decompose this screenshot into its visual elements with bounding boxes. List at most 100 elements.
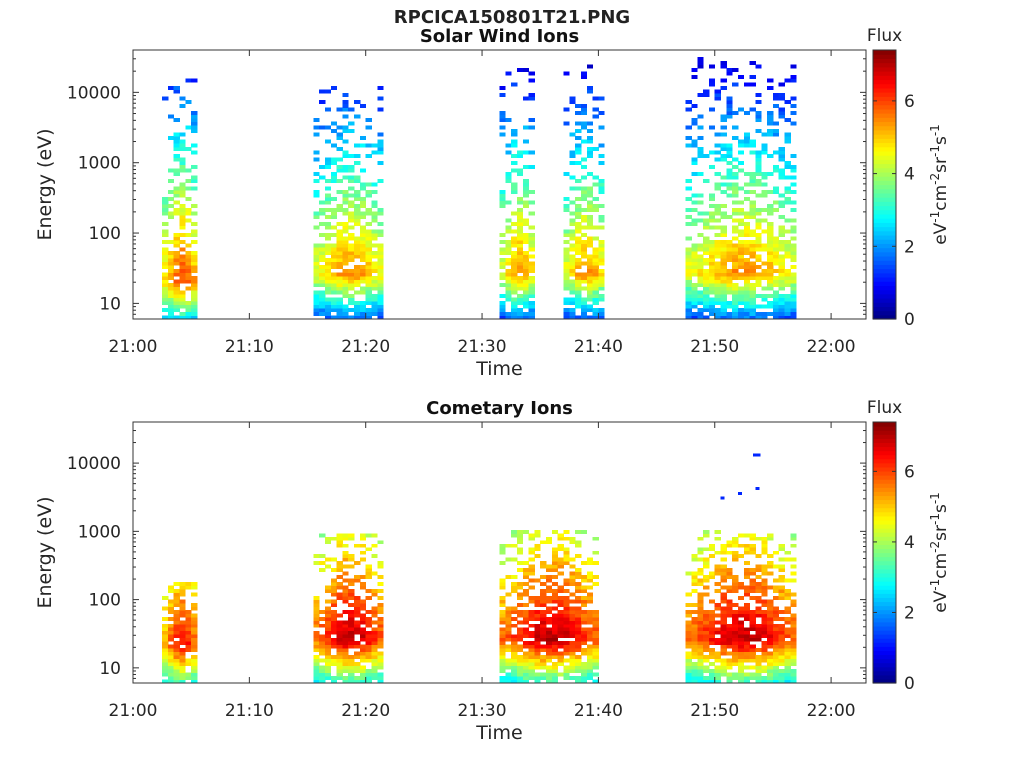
heatmap-cell-b0: [173, 630, 180, 635]
heatmap-cell-b1: [342, 283, 349, 288]
heatmap-cell-b3: [563, 308, 570, 313]
heatmap-cell-b1: [354, 243, 361, 248]
heatmap-cell-b1: [342, 93, 349, 97]
heatmap-cell-b1: [354, 599, 361, 604]
heatmap-cell-b3: [726, 630, 733, 635]
heatmap-cell-b3: [575, 136, 582, 141]
heatmap-cell-b2: [575, 658, 582, 663]
heatmap-cell-b4: [685, 276, 692, 280]
heatmap-cell-b2: [557, 672, 564, 677]
heatmap-cell-b2: [517, 301, 524, 306]
heatmap-cell-b1: [354, 655, 361, 660]
heatmap-cell-b3: [691, 676, 698, 680]
heatmap-cell-b3: [563, 229, 570, 234]
heatmap-cell-b1: [354, 290, 361, 295]
heatmap-cell-b3: [575, 293, 582, 298]
heatmap-cell-b1: [336, 236, 343, 241]
heatmap-cell-b2: [522, 669, 529, 673]
heatmap-cell-b4: [761, 293, 768, 298]
heatmap-cell-b3: [580, 207, 588, 212]
heatmap-cell-b4: [790, 243, 797, 248]
heatmap-cell-b0: [162, 665, 169, 670]
heatmap-cell-b3: [726, 641, 733, 646]
heatmap-cell-b2: [575, 648, 582, 653]
heatmap-cell-b0: [173, 279, 180, 284]
heatmap-cell-b4: [749, 229, 756, 234]
heatmap-cell-b2: [540, 658, 547, 663]
heatmap-cell-b1: [325, 676, 332, 680]
heatmap-cell-b2: [575, 529, 582, 534]
heatmap-cell-b3: [691, 665, 698, 670]
heatmap-cell-b3: [784, 596, 791, 600]
heatmap-cell-b3: [691, 616, 698, 621]
heatmap-cell-b0: [191, 679, 198, 684]
heatmap-cell-b1: [354, 189, 361, 194]
heatmap-cell-b3: [732, 616, 739, 621]
heatmap-cell-b3: [749, 616, 756, 621]
heatmap-cell-b3: [598, 254, 605, 259]
heatmap-cell-b2: [580, 669, 588, 673]
heatmap-cell-b4: [726, 67, 733, 72]
heatmap-cell-b1: [365, 616, 372, 621]
heatmap-cell-b4: [691, 301, 698, 306]
heatmap-cell-b3: [580, 308, 588, 313]
heatmap-cell-b1: [371, 261, 378, 266]
heatmap-cell-b2: [522, 290, 529, 295]
heatmap-cell-b4: [761, 189, 768, 194]
colorbar-step: [873, 491, 896, 497]
heatmap-cell-b4: [778, 276, 785, 280]
heatmap-cell-b3: [755, 627, 762, 632]
colorbar-step: [873, 226, 896, 232]
heatmap-cell-b2: [540, 589, 547, 593]
isolated-point-1: [738, 492, 743, 496]
heatmap-cell-b4: [784, 200, 791, 205]
heatmap-cell-b1: [342, 139, 349, 144]
heatmap-cell-b3: [580, 107, 588, 112]
heatmap-cell-b1: [359, 276, 367, 280]
heatmap-cell-b4: [708, 247, 716, 252]
heatmap-cell-b1: [342, 669, 349, 673]
heatmap-cell-b2: [534, 679, 541, 684]
heatmap-cell-b1: [325, 655, 332, 660]
heatmap-cell-b4: [749, 200, 756, 205]
heatmap-cell-b4: [761, 175, 768, 180]
heatmap-cell-b4: [761, 150, 768, 155]
heatmap-cell-b2: [511, 623, 518, 628]
heatmap-cell-b4: [778, 286, 785, 291]
heatmap-cell-b0: [173, 644, 180, 649]
heatmap-cell-b3: [575, 179, 582, 184]
heatmap-cell-b4: [703, 154, 710, 158]
heatmap-cell-b2: [517, 547, 524, 552]
heatmap-cell-b2: [522, 603, 529, 607]
heatmap-cell-b1: [325, 540, 332, 545]
heatmap-cell-b4: [784, 250, 791, 255]
heatmap-cell-b2: [505, 616, 512, 621]
heatmap-cell-b4: [790, 200, 797, 205]
heatmap-cell-b1: [371, 554, 378, 559]
heatmap-cell-b2: [511, 585, 518, 590]
heatmap-cell-b2: [499, 609, 506, 614]
heatmap-cell-b3: [586, 207, 593, 212]
heatmap-cell-b4: [720, 268, 727, 273]
heatmap-cell-b3: [580, 186, 588, 191]
heatmap-cell-b0: [179, 623, 186, 628]
heatmap-cell-b4: [697, 200, 704, 205]
heatmap-cell-b1: [330, 589, 337, 593]
heatmap-cell-b4: [697, 279, 704, 284]
colorbar-step: [873, 438, 896, 443]
heatmap-cell-b4: [767, 211, 774, 216]
heatmap-cell-b1: [377, 644, 384, 649]
heatmap-cell-b2: [592, 616, 599, 621]
heatmap-cell-b3: [749, 609, 756, 614]
heatmap-cell-b4: [772, 243, 780, 248]
heatmap-cell-b3: [580, 297, 588, 302]
heatmap-cell-b1: [377, 609, 384, 614]
heatmap-cell-b4: [714, 171, 721, 176]
heatmap-cell-b2: [499, 93, 506, 97]
colorbar-step: [873, 638, 896, 643]
heatmap-cell-b3: [708, 648, 716, 653]
heatmap-cell-b1: [354, 218, 361, 223]
heatmap-cell-b4: [790, 75, 797, 80]
heatmap-cell-b4: [703, 315, 710, 320]
heatmap-cell-b2: [528, 290, 535, 295]
